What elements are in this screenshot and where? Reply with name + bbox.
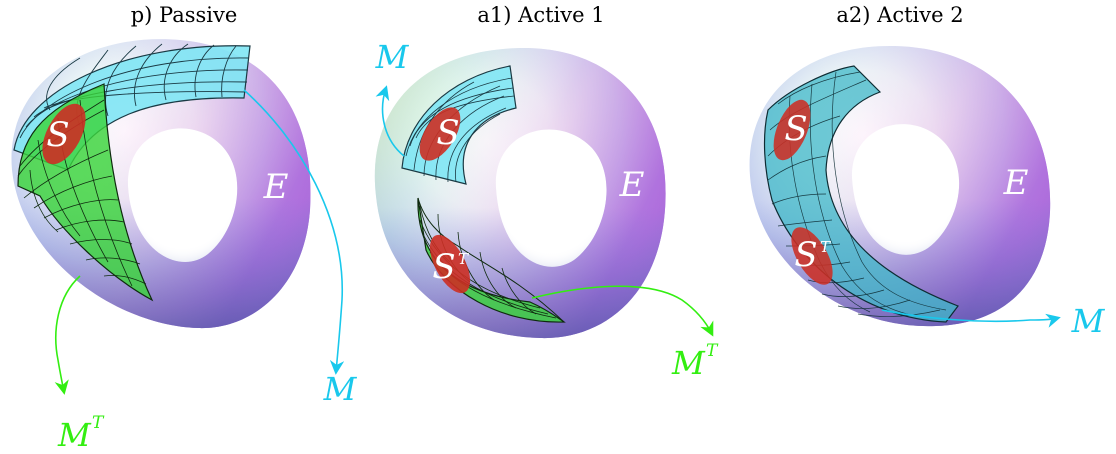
label-s: S	[784, 109, 807, 149]
label-s: S	[436, 113, 459, 153]
arrow-mt	[531, 285, 714, 337]
label-st: S	[794, 235, 817, 275]
label-e: E	[1003, 163, 1029, 203]
panel-active-1: a1) Active 1	[375, 3, 719, 382]
svg-text:M: M	[671, 344, 706, 382]
svg-text:T: T	[92, 413, 105, 433]
panel-passive: p) Passive	[11, 3, 358, 454]
panel-title: p) Passive	[131, 3, 238, 27]
label-m: M	[1071, 302, 1106, 340]
torus-e	[11, 39, 311, 329]
panel-title: a1) Active 1	[477, 3, 604, 27]
svg-text:M: M	[57, 416, 92, 454]
label-m: M	[323, 370, 358, 408]
label-e: E	[263, 167, 289, 207]
region-s: S	[419, 107, 461, 161]
label-e: E	[619, 165, 645, 205]
arrow-m	[375, 85, 405, 157]
arrow-m	[243, 89, 345, 375]
arrow-m	[881, 309, 1061, 328]
label-s: S	[46, 115, 69, 155]
region-s: S	[773, 99, 811, 161]
panel-title: a2) Active 2	[836, 3, 963, 27]
region-s: S	[42, 103, 86, 165]
svg-text:T: T	[706, 341, 719, 361]
label-st: S	[432, 247, 455, 287]
label-mt: M T	[57, 413, 105, 454]
region-st: S T	[429, 234, 471, 294]
label-mt: M T	[671, 341, 719, 382]
panel-active-2: a2) Active 2	[749, 3, 1106, 340]
region-st: S T	[791, 227, 833, 285]
arrow-mt	[54, 275, 81, 395]
label-m: M	[375, 38, 410, 76]
label-st-sup: T	[458, 250, 469, 268]
label-st-sup: T	[820, 238, 831, 256]
